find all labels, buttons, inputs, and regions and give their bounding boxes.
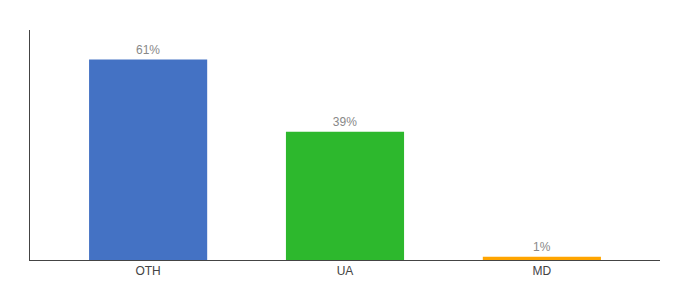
svg-text:39%: 39% [333,115,357,129]
svg-text:OTH: OTH [135,264,160,278]
svg-text:61%: 61% [136,43,160,57]
svg-text:UA: UA [337,264,354,278]
svg-text:1%: 1% [533,240,551,254]
svg-text:MD: MD [533,264,552,278]
